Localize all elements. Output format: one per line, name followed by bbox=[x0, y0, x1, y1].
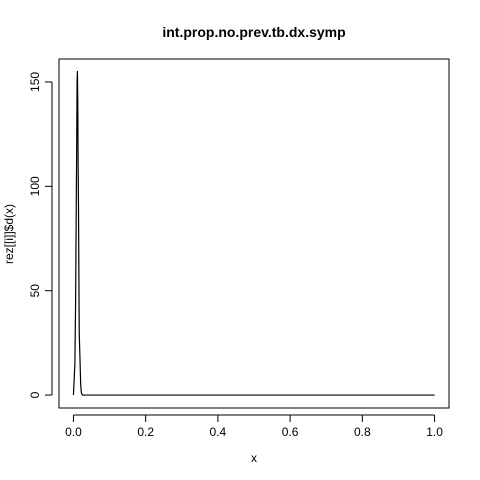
x-tick-label: 0.6 bbox=[282, 425, 299, 439]
plot-frame bbox=[58, 58, 450, 409]
x-tick-label: 0.4 bbox=[210, 425, 227, 439]
y-tick-label: 50 bbox=[28, 284, 42, 298]
x-tick-label: 1.0 bbox=[426, 425, 443, 439]
y-tick-label: 0 bbox=[28, 391, 42, 398]
x-tick-label: 0.8 bbox=[354, 425, 371, 439]
y-axis-label: rez[[i]]$d(x) bbox=[2, 204, 16, 264]
chart-title: int.prop.no.prev.tb.dx.symp bbox=[162, 24, 345, 40]
series-line bbox=[72, 70, 435, 396]
plot-layer: 0.0 0.2 0.4 0.6 0.8 1.0 0 50 100 150 bbox=[28, 70, 443, 439]
x-tick-label: 0.2 bbox=[137, 425, 154, 439]
y-tick-label: 150 bbox=[28, 72, 42, 92]
y-tick-label: 100 bbox=[28, 176, 42, 196]
x-axis-label: x bbox=[251, 451, 257, 465]
x-tick-label: 0.0 bbox=[65, 425, 82, 439]
